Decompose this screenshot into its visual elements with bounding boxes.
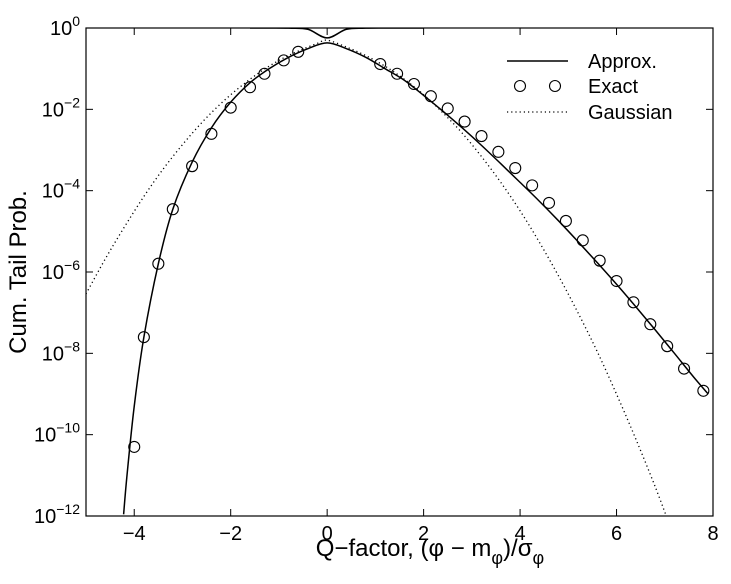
x-tick-label: 8 (707, 523, 718, 545)
exact-marker (292, 45, 305, 58)
gaussian-line (86, 39, 667, 516)
exact-marker (243, 81, 257, 94)
exact-marker (137, 331, 150, 344)
exact-marker (610, 274, 623, 288)
x-tick-label: 2 (418, 523, 429, 545)
exact-marker (661, 340, 674, 353)
y-tick-mantissa: 10 (50, 18, 72, 40)
x-tick-label: −4 (123, 523, 146, 545)
exact-marker (509, 161, 522, 175)
y-tick-label: 10−10 (34, 420, 80, 447)
exact-marker (697, 384, 710, 397)
exact-marker (258, 67, 271, 80)
plot-area (86, 28, 710, 516)
exact-marker (407, 77, 421, 91)
exact-marker (186, 160, 199, 173)
exact-marker (166, 203, 179, 216)
y-tick-exponent: −12 (56, 501, 80, 517)
exact-marker (374, 57, 387, 71)
y-tick-exponent: 0 (72, 13, 80, 29)
y-tick-exponent: −10 (56, 420, 80, 436)
exact-marker (128, 440, 141, 453)
legend-exact-swatch (513, 79, 527, 93)
y-tick-exponent: −2 (64, 94, 80, 110)
x-axis-label: Q−factor, (φ − mφ)/σφ (316, 535, 544, 568)
y-tick-label: 10−6 (42, 257, 80, 284)
exact-marker (205, 127, 218, 140)
exact-marker (277, 54, 290, 67)
y-tick-label: 10−4 (42, 176, 80, 203)
y-tick-label: 10−8 (42, 338, 80, 365)
y-tick-mantissa: 10 (42, 99, 64, 121)
exact-marker (542, 196, 556, 209)
x-tick-label: −2 (219, 523, 242, 545)
approx-line (249, 28, 424, 39)
y-tick-label: 100 (50, 13, 80, 40)
exact-marker (526, 179, 539, 192)
exact-marker (224, 101, 237, 114)
legend-label: Approx. (588, 51, 657, 73)
exact-marker (492, 145, 505, 158)
legend-label: Gaussian (588, 102, 673, 124)
x-tick-label: 0 (322, 523, 333, 545)
exact-marker (152, 257, 165, 270)
y-tick-mantissa: 10 (42, 343, 64, 365)
exact-marker (627, 296, 640, 309)
approx-line (122, 42, 709, 515)
exact-marker (593, 254, 606, 267)
legend: Approx. Exact Gaussian (507, 51, 673, 124)
y-axis-label: Cum. Tail Prob. (5, 190, 32, 354)
y-tick-label: 10−2 (42, 94, 80, 121)
y-tick-mantissa: 10 (34, 506, 56, 528)
y-tick-exponent: −4 (64, 176, 80, 192)
legend-exact-swatch (548, 79, 562, 93)
exact-marker (644, 318, 657, 331)
legend-label: Exact (588, 76, 638, 98)
y-tick-label: 10−12 (34, 501, 80, 528)
exact-marker (475, 130, 488, 143)
series-group (86, 28, 710, 516)
y-tick-mantissa: 10 (42, 262, 64, 284)
x-tick-label: 4 (515, 523, 526, 545)
exact-marker (441, 102, 454, 115)
exact-marker (391, 67, 404, 80)
exact-marker (678, 362, 691, 375)
exact-marker (576, 234, 589, 247)
y-tick-mantissa: 10 (42, 181, 64, 203)
axis-labels: Q−factor, (φ − mφ)/σφ Cum. Tail Prob. (5, 190, 544, 568)
exact-marker (458, 115, 471, 128)
y-tick-mantissa: 10 (34, 425, 56, 447)
exact-marker (424, 90, 437, 103)
y-tick-exponent: −8 (64, 338, 80, 354)
x-tick-label: 6 (611, 523, 622, 545)
y-tick-exponent: −6 (64, 257, 80, 273)
exact-marker (559, 214, 572, 228)
